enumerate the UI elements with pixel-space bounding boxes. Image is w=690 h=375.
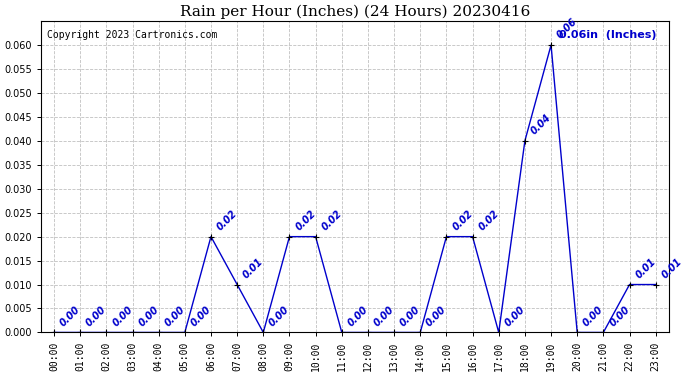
Text: 0.00: 0.00 — [189, 304, 213, 328]
Text: 0.00: 0.00 — [346, 304, 370, 328]
Text: 0.00: 0.00 — [503, 304, 527, 328]
Text: 0.02: 0.02 — [215, 209, 239, 232]
Text: 0.00: 0.00 — [607, 304, 631, 328]
Text: 0.06in  (Inches): 0.06in (Inches) — [559, 30, 656, 40]
Text: 0.00: 0.00 — [372, 304, 396, 328]
Text: 0.02: 0.02 — [477, 209, 501, 232]
Text: 0.00: 0.00 — [268, 304, 291, 328]
Text: 0.02: 0.02 — [294, 209, 317, 232]
Text: 0.01: 0.01 — [633, 256, 658, 280]
Text: 0.02: 0.02 — [451, 209, 475, 232]
Text: 0.00: 0.00 — [110, 304, 135, 328]
Text: 0.00: 0.00 — [582, 304, 605, 328]
Title: Rain per Hour (Inches) (24 Hours) 20230416: Rain per Hour (Inches) (24 Hours) 202304… — [179, 4, 530, 18]
Text: 0.01: 0.01 — [660, 256, 684, 280]
Text: Copyright 2023 Cartronics.com: Copyright 2023 Cartronics.com — [47, 30, 217, 40]
Text: 0.00: 0.00 — [398, 304, 422, 328]
Text: 0.01: 0.01 — [241, 256, 266, 280]
Text: 0.04: 0.04 — [529, 112, 553, 136]
Text: 0.00: 0.00 — [424, 304, 448, 328]
Text: 0.00: 0.00 — [137, 304, 161, 328]
Text: 0.00: 0.00 — [58, 304, 82, 328]
Text: 0.02: 0.02 — [319, 209, 344, 232]
Text: 0.00: 0.00 — [163, 304, 187, 328]
Text: 0.00: 0.00 — [84, 304, 108, 328]
Text: 0.06: 0.06 — [555, 17, 580, 41]
